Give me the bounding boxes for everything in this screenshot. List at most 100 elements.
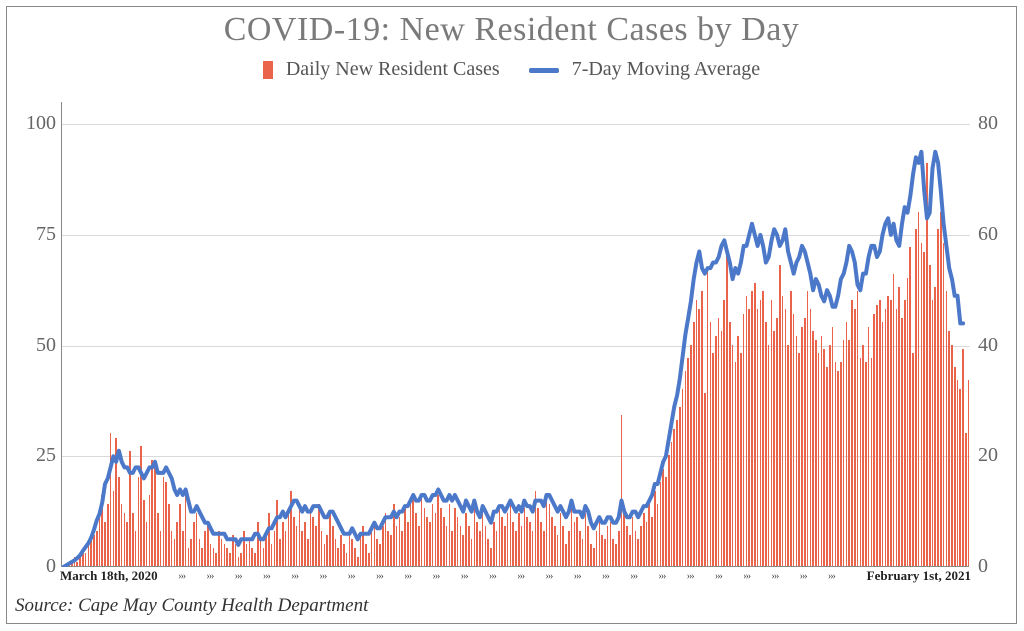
daily-case-bar [451, 531, 453, 566]
daily-case-bar [457, 517, 459, 566]
daily-case-bar [129, 451, 131, 566]
daily-case-bar [604, 539, 606, 566]
daily-case-bar [229, 553, 231, 566]
daily-case-bar [487, 539, 489, 566]
daily-case-bar [871, 358, 873, 566]
daily-case-bar [351, 539, 353, 566]
daily-case-bar [721, 331, 723, 566]
daily-case-bar [371, 531, 373, 566]
daily-case-bar [549, 504, 551, 566]
daily-case-bar [474, 504, 476, 566]
x-tick-chevrons: ››› [545, 571, 552, 582]
daily-case-bar [801, 327, 803, 566]
daily-case-bar [648, 504, 650, 566]
daily-case-bar [823, 349, 825, 566]
daily-case-bar [101, 495, 103, 566]
daily-case-bar [571, 504, 573, 566]
daily-case-bar [182, 531, 184, 566]
daily-case-bar [582, 539, 584, 566]
daily-case-bar [521, 526, 523, 566]
daily-case-bar [218, 531, 220, 566]
daily-case-bar [790, 291, 792, 566]
daily-case-bar [765, 322, 767, 566]
daily-case-bar [601, 535, 603, 566]
daily-case-bar [837, 371, 839, 566]
daily-case-bar [85, 553, 87, 566]
daily-case-bar [662, 469, 664, 566]
daily-case-bar [637, 539, 639, 566]
daily-case-bar [346, 553, 348, 566]
daily-case-bar [326, 535, 328, 566]
daily-case-bar [190, 539, 192, 566]
daily-case-bar [462, 535, 464, 566]
daily-case-bar [340, 535, 342, 566]
daily-case-bar [579, 531, 581, 566]
daily-case-bar [626, 526, 628, 566]
daily-case-bar [288, 513, 290, 566]
source-attribution: Source: Cape May County Health Departmen… [15, 595, 368, 617]
daily-case-bar [846, 322, 848, 566]
y-left-tick-label: 50 [10, 334, 56, 357]
daily-case-bar [762, 291, 764, 566]
daily-case-bar [113, 491, 115, 566]
daily-case-bar [324, 544, 326, 566]
daily-case-bar [412, 500, 414, 566]
daily-case-bar [840, 362, 842, 566]
daily-case-bar [435, 513, 437, 566]
y-left-tick-label: 0 [10, 555, 56, 578]
daily-case-bar [748, 309, 750, 566]
x-tick-chevrons: ››› [235, 571, 242, 582]
daily-case-bar [854, 309, 856, 566]
daily-case-bar [932, 300, 934, 566]
daily-case-bar [679, 407, 681, 566]
daily-case-bar [807, 291, 809, 566]
daily-case-bar [368, 553, 370, 566]
daily-case-bar [115, 438, 117, 566]
plot-outer: ››››››››››››››››››››››››››››››››››››››››… [61, 102, 969, 567]
daily-case-bar [232, 535, 234, 566]
daily-case-bar [665, 477, 667, 566]
x-tick-chevrons: ››› [602, 571, 609, 582]
daily-case-bar [215, 553, 217, 566]
daily-case-bar [249, 539, 251, 566]
daily-case-bar [374, 522, 376, 566]
daily-case-bar [257, 522, 259, 566]
daily-case-bar [454, 508, 456, 566]
daily-case-bar [776, 318, 778, 566]
daily-case-bar [210, 544, 212, 566]
daily-case-bar [393, 504, 395, 566]
daily-case-bar [629, 535, 631, 566]
daily-case-bar [138, 477, 140, 566]
legend-label-line: 7-Day Moving Average [572, 58, 760, 80]
y-right-tick-label: 0 [978, 555, 1018, 578]
daily-case-bar [88, 544, 90, 566]
daily-case-bar [660, 482, 662, 566]
x-tick-chevrons: ››› [743, 571, 750, 582]
daily-case-bar [798, 353, 800, 566]
daily-case-bar [318, 504, 320, 566]
daily-case-bar [746, 296, 748, 566]
x-tick-chevrons: ››› [178, 571, 185, 582]
daily-case-bar [640, 526, 642, 566]
daily-case-bar [251, 548, 253, 566]
daily-case-bar [671, 442, 673, 566]
legend-swatch-line [529, 68, 559, 73]
daily-case-bar [557, 535, 559, 566]
daily-case-bar [201, 548, 203, 566]
daily-case-bar [193, 522, 195, 566]
daily-case-bar [99, 513, 101, 566]
daily-case-bar [585, 513, 587, 566]
daily-case-bar [290, 491, 292, 566]
daily-case-bar [540, 522, 542, 566]
plot-area: ››››››››››››››››››››››››››››››››››››››››… [61, 102, 969, 567]
daily-case-bar [132, 513, 134, 566]
daily-case-bar [507, 513, 509, 566]
daily-case-bar [304, 522, 306, 566]
daily-case-bar [676, 420, 678, 566]
daily-case-bar [760, 300, 762, 566]
x-tick-chevrons: ››› [206, 571, 213, 582]
daily-case-bar [96, 531, 98, 566]
daily-case-bar [165, 482, 167, 566]
daily-case-bar [529, 522, 531, 566]
daily-case-bar [265, 535, 267, 566]
